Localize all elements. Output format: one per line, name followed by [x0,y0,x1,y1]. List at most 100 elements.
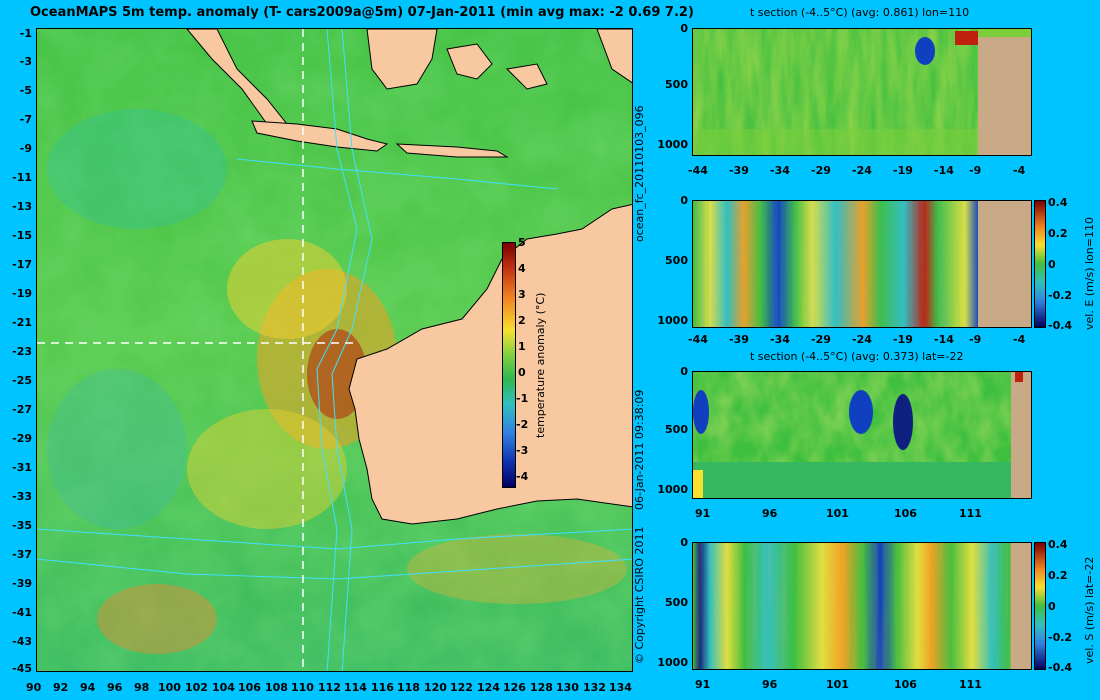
panel-4-velocity-south[interactable] [692,542,1032,670]
x-tick: -19 [893,164,913,177]
colorbar-tick: -0.4 [1048,319,1073,332]
colorbar-tick: 1 [518,340,526,353]
copyright-label: © Copyright CSIRO 2011 [633,526,646,664]
panel-2-colorbar [1034,200,1046,328]
panel-3-x-axis: 91 96 101 106 111 [690,507,1040,523]
lat-tick: -9 [19,142,32,155]
lat-tick: -35 [12,519,32,532]
panel-3-title: t section (-4..5°C) (avg: 0.373) lat=-22 [750,350,964,363]
lon-tick: 106 [238,681,261,694]
x-tick: -34 [770,164,790,177]
lon-tick: 114 [344,681,367,694]
colorbar-tick: -0.2 [1048,631,1073,644]
y-tick: 1000 [657,483,688,496]
panel-2-canvas [693,201,1031,327]
lon-tick: 110 [291,681,314,694]
lat-tick: -5 [19,84,32,97]
x-tick: -44 [688,333,708,346]
panel-3-section[interactable] [692,371,1032,499]
x-tick: -44 [688,164,708,177]
map-colorbar-label: temperature anomaly (°C) [534,292,547,438]
x-tick: 111 [959,678,982,691]
lon-tick: 132 [583,681,606,694]
lat-tick: -19 [12,287,32,300]
lon-tick: 90 [26,681,42,694]
lat-tick: -27 [12,403,32,416]
colorbar-tick: 0 [1048,600,1056,613]
y-tick: 1000 [657,656,688,669]
x-tick: -19 [893,333,913,346]
panel-2-y-axis: 0 500 1000 [654,194,690,328]
panel-4-colorbar-label: vel. S (m/s) lat=-22 [1083,556,1096,664]
panel-3-canvas [693,372,1031,498]
lon-tick: 112 [318,681,341,694]
panel-2-velocity-east[interactable] [692,200,1032,328]
lat-tick: -17 [12,258,32,271]
lat-tick: -39 [12,577,32,590]
page-title: OceanMAPS 5m temp. anomaly (T- cars2009a… [30,5,694,20]
lon-tick: 98 [134,681,150,694]
x-tick: -24 [852,164,872,177]
x-tick: -14 [934,333,954,346]
lon-tick: 116 [371,681,394,694]
x-tick: 101 [826,678,849,691]
x-tick: 96 [762,507,778,520]
panel-2-colorbar-label: vel. E (m/s) lon=110 [1083,217,1096,330]
x-tick: -9 [969,333,982,346]
x-tick: -14 [934,164,954,177]
x-tick: -29 [811,164,831,177]
lon-tick: 124 [477,681,500,694]
lat-tick: -7 [19,113,32,126]
x-tick: -29 [811,333,831,346]
map-colorbar-ticks: 5 4 3 2 1 0 -1 -2 -3 -4 [516,236,536,492]
lat-tick: -37 [12,548,32,561]
x-tick: -24 [852,333,872,346]
colorbar-tick: 0.4 [1048,538,1068,551]
colorbar-tick: 3 [518,288,526,301]
x-tick: 101 [826,507,849,520]
y-tick: 0 [680,22,688,35]
colorbar-tick: -2 [516,418,529,431]
map-canvas [37,29,632,671]
lon-tick: 126 [503,681,526,694]
colorbar-tick: 0.4 [1048,196,1068,209]
panel-4-colorbar [1034,542,1046,670]
y-tick: 500 [665,596,688,609]
panel-4-canvas [693,543,1031,669]
panel-4-x-axis: 91 96 101 106 111 [690,678,1040,694]
panel-1-title: t section (-4..5°C) (avg: 0.861) lon=110 [750,6,970,19]
lon-tick: 94 [80,681,96,694]
y-tick: 500 [665,423,688,436]
colorbar-tick: -0.2 [1048,289,1073,302]
lat-tick: -1 [19,27,32,40]
panel-4-y-axis: 0 500 1000 [654,536,690,670]
lon-tick: 118 [397,681,420,694]
colorbar-tick: -1 [516,392,529,405]
lat-tick: -13 [12,200,32,213]
panel-2-x-axis: -44 -39 -34 -29 -24 -19 -14 -9 -4 [680,333,1040,349]
colorbar-tick: 0.2 [1048,569,1068,582]
panel-1-x-axis: -44 -39 -34 -29 -24 -19 -14 -9 -4 [680,164,1040,180]
y-tick: 0 [680,365,688,378]
x-tick: 96 [762,678,778,691]
y-tick: 500 [665,254,688,267]
y-tick: 500 [665,78,688,91]
colorbar-tick: 2 [518,314,526,327]
lat-tick: -33 [12,490,32,503]
y-tick: 1000 [657,138,688,151]
colorbar-tick: 4 [518,262,526,275]
lat-tick: -3 [19,55,32,68]
lon-tick: 100 [158,681,181,694]
x-tick: 91 [695,507,711,520]
lon-tick: 128 [530,681,553,694]
colorbar-tick: 0.2 [1048,227,1068,240]
colorbar-tick: 0 [518,366,526,379]
temperature-anomaly-map[interactable] [36,28,633,672]
lat-tick: -21 [12,316,32,329]
lon-tick: 104 [212,681,235,694]
x-tick: 106 [894,678,917,691]
lat-tick: -31 [12,461,32,474]
map-lon-axis: 90 92 94 96 98 100 102 104 106 108 110 1… [26,681,646,697]
panel-1-section[interactable] [692,28,1032,156]
timestamp-label: 06-Jan-2011 09:38:09 [633,389,646,510]
